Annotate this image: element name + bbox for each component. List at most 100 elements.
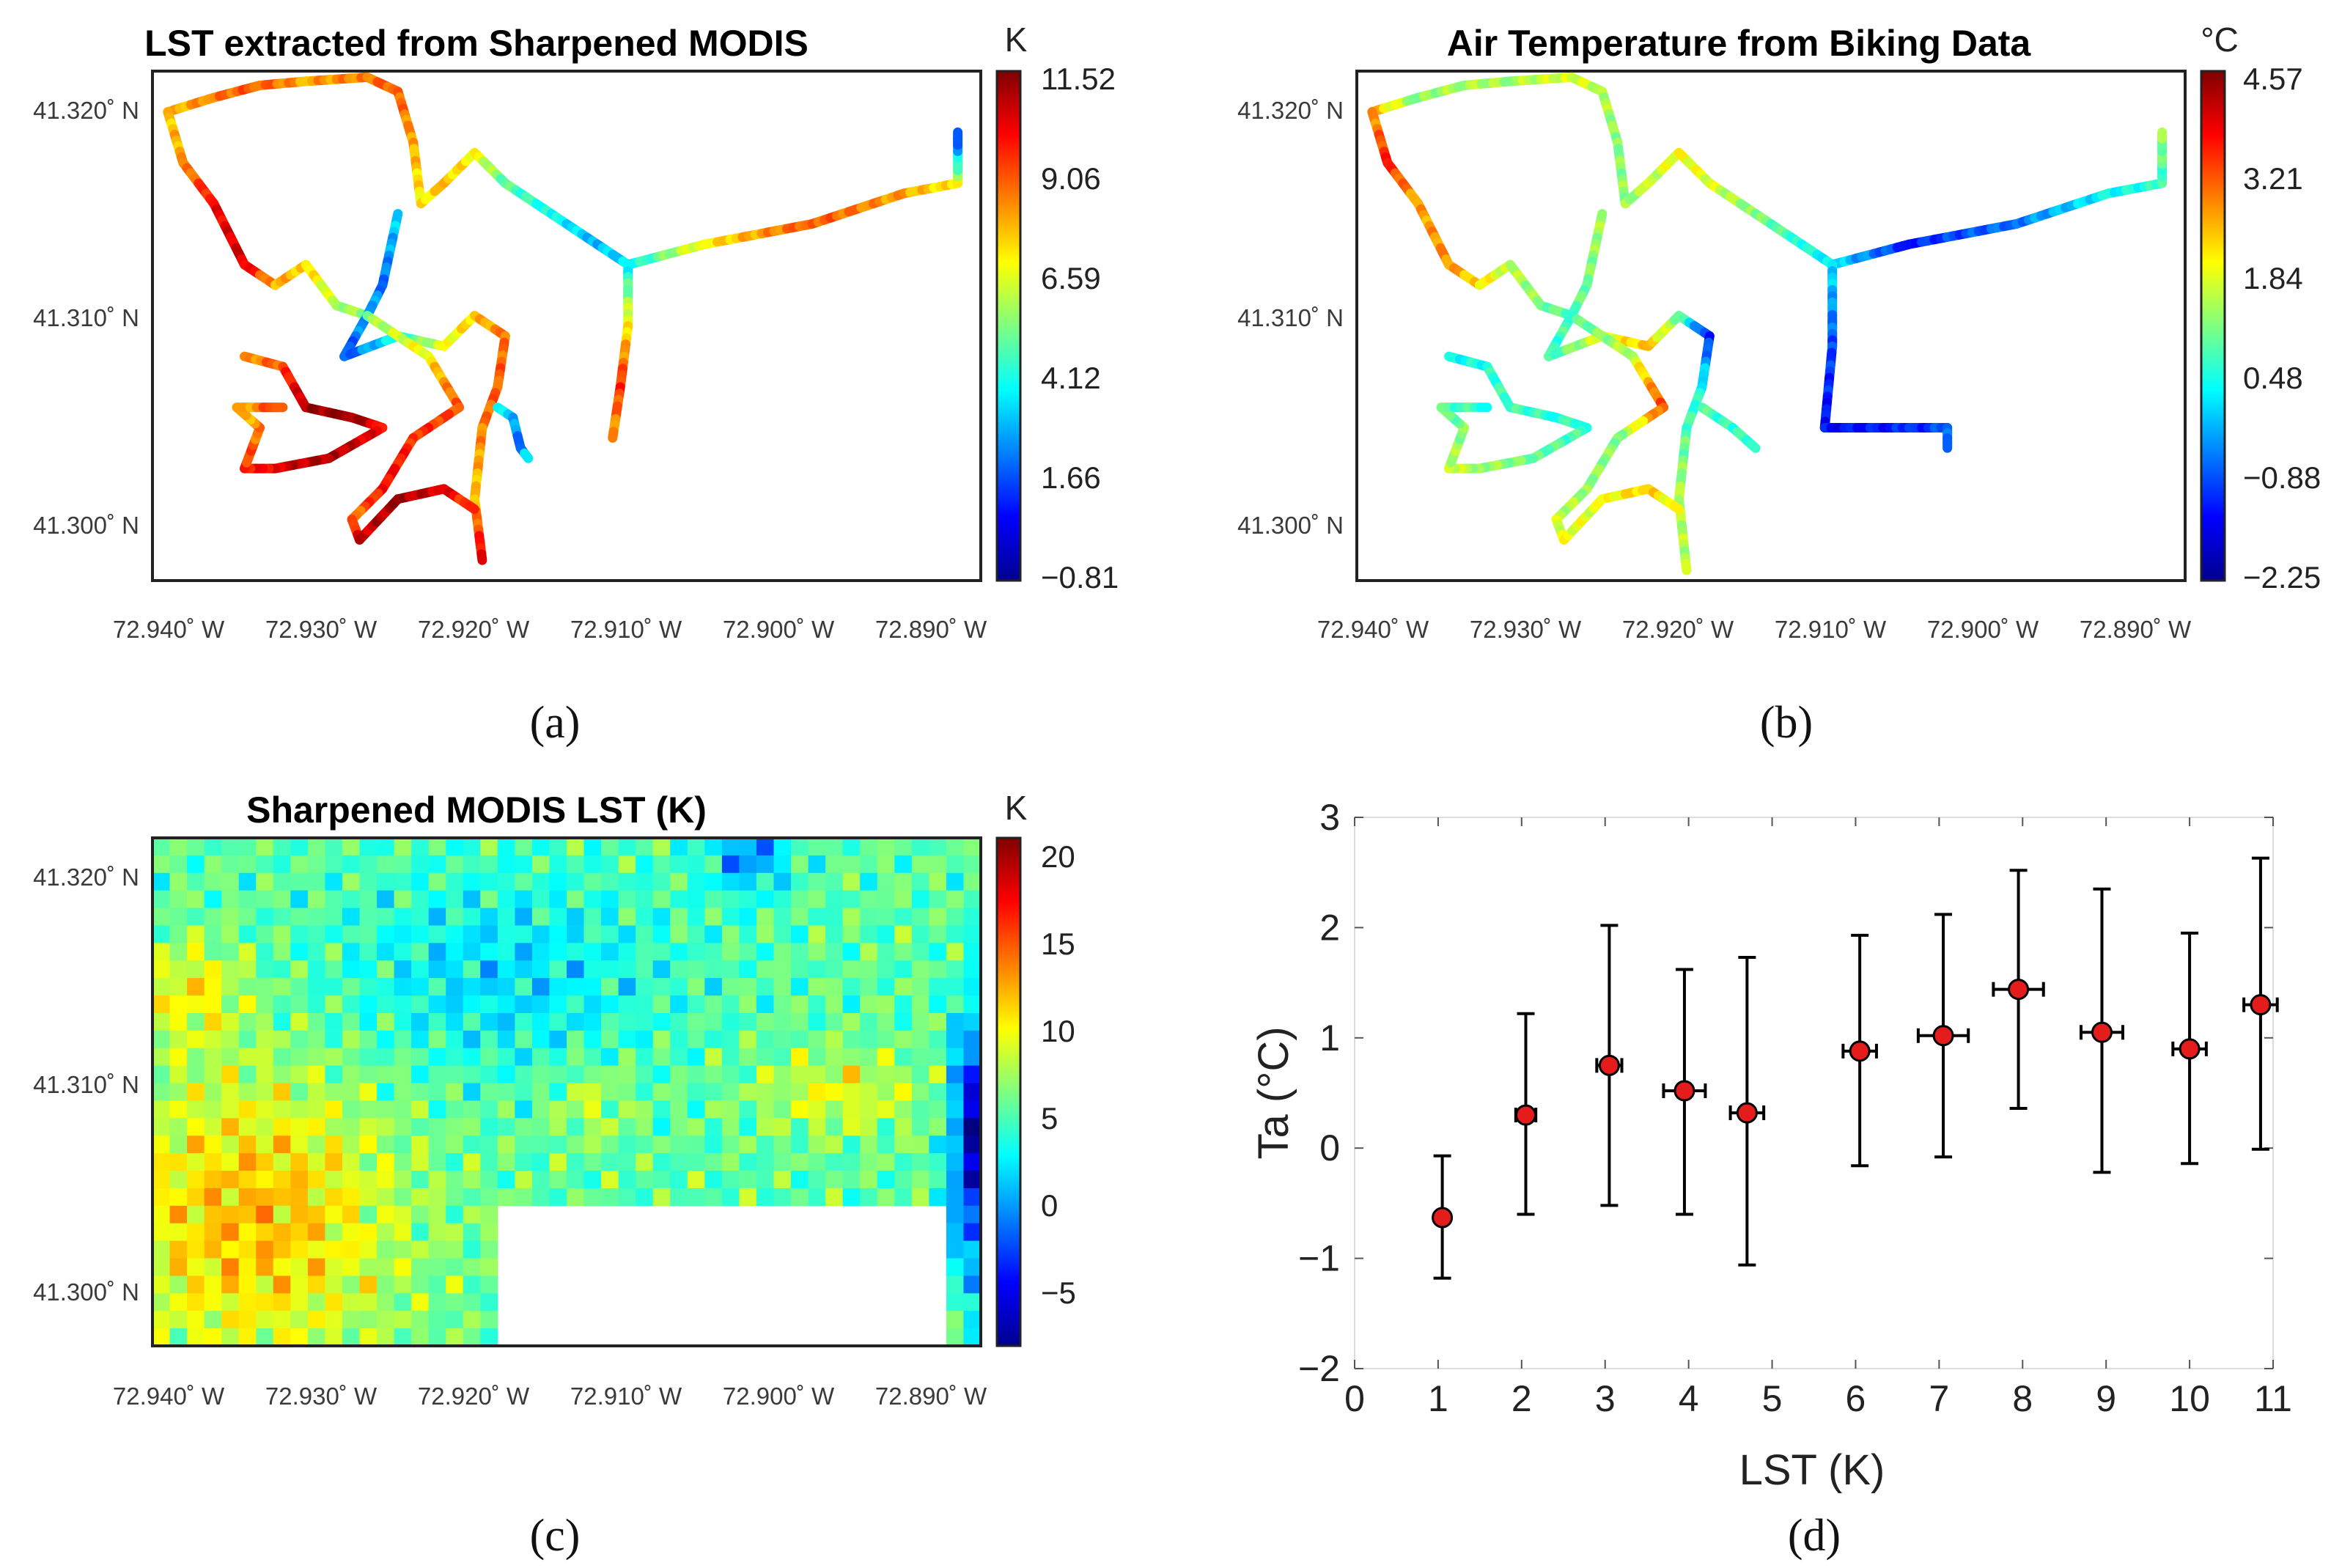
heatmap-cell [946, 1083, 964, 1102]
heatmap-cell [619, 891, 636, 909]
heatmap-cell [894, 960, 912, 979]
heatmap-cell [688, 1100, 705, 1119]
heatmap-cell [791, 908, 809, 927]
heatmap-cell [429, 1048, 446, 1067]
y-tick: 41.300˚ N [33, 1278, 139, 1306]
heatmap-cell [170, 978, 188, 996]
heatmap-cell [256, 1206, 273, 1224]
heatmap-cell [946, 1259, 964, 1277]
heatmap-cell [549, 1031, 567, 1049]
heatmap-cell [394, 1206, 412, 1224]
heatmap-cell [290, 1083, 308, 1102]
heatmap-cell [170, 995, 188, 1014]
heatmap-cell [463, 1206, 481, 1224]
heatmap-cell [239, 1031, 257, 1049]
x-tick: 72.930˚ W [265, 1383, 378, 1410]
heatmap-cell [480, 978, 498, 996]
heatmap-cell [963, 1031, 981, 1049]
heatmap-cell [549, 978, 567, 996]
heatmap-cell [929, 838, 946, 856]
colorbar-tick: −0.81 [1041, 560, 1119, 595]
heatmap-cell [498, 943, 515, 961]
heatmap-cell [308, 1328, 325, 1347]
heatmap-cell [256, 855, 273, 874]
heatmap-cell [963, 1066, 981, 1084]
heatmap-cell [688, 995, 705, 1014]
heatmap-cell [809, 1171, 826, 1189]
heatmap-cell [187, 978, 205, 996]
heatmap-cell [325, 1031, 342, 1049]
heatmap-cell [756, 908, 774, 927]
heatmap-cell [584, 838, 602, 856]
heatmap-cell [791, 1171, 809, 1189]
heatmap-cell [480, 1100, 498, 1119]
heatmap-cell [877, 1188, 895, 1207]
heatmap-cell [394, 1066, 412, 1084]
heatmap-cell [170, 960, 188, 979]
heatmap-cell [152, 978, 170, 996]
heatmap-cell [411, 873, 429, 891]
heatmap-cell [256, 943, 273, 961]
heatmap-cell [549, 838, 567, 856]
heatmap-cell [825, 925, 843, 943]
heatmap-cell [946, 1241, 964, 1259]
heatmap-cell [894, 1118, 912, 1136]
heatmap-cell [756, 978, 774, 996]
heatmap-cell [221, 925, 239, 943]
heatmap-cell [619, 995, 636, 1014]
heatmap-cell [619, 925, 636, 943]
heatmap-cell [325, 1276, 342, 1294]
heatmap-cell [152, 1153, 170, 1171]
heatmap-cell [256, 1188, 273, 1207]
heatmap-cell [670, 1188, 688, 1207]
heatmap-cell [912, 891, 929, 909]
heatmap-cell [963, 838, 981, 856]
heatmap-cell [308, 838, 325, 856]
heatmap-cell [825, 1118, 843, 1136]
heatmap-cell [774, 1153, 792, 1171]
heatmap-cell [843, 1118, 861, 1136]
heatmap-cell [912, 1100, 929, 1119]
heatmap-cell [429, 1153, 446, 1171]
heatmap-cell [290, 1048, 308, 1067]
heatmap-cell [480, 1188, 498, 1207]
heatmap-cell [704, 1188, 722, 1207]
heatmap-cell [946, 1031, 964, 1049]
heatmap-cell [963, 908, 981, 927]
heatmap-cell [739, 891, 756, 909]
heatmap-cell [584, 1153, 602, 1171]
heatmap-cell [290, 925, 308, 943]
heatmap-cell [411, 1293, 429, 1311]
heatmap-cell [532, 943, 550, 961]
heatmap-cell [463, 1153, 481, 1171]
heatmap-cell [411, 1118, 429, 1136]
heatmap-cell [636, 838, 653, 856]
heatmap-cell [619, 1135, 636, 1154]
heatmap-cell [739, 960, 756, 979]
heatmap-cell [739, 1013, 756, 1031]
heatmap-cell [688, 891, 705, 909]
heatmap-cell [290, 1118, 308, 1136]
heatmap-cell [963, 1048, 981, 1067]
heatmap-cell [739, 1135, 756, 1154]
heatmap-cell [152, 1100, 170, 1119]
panel-d-x-axis-label: LST (K) [1739, 1446, 1885, 1494]
heatmap-cell [480, 1171, 498, 1189]
heatmap-cell [429, 943, 446, 961]
heatmap-cell [929, 1118, 946, 1136]
heatmap-cell [342, 1048, 360, 1067]
heatmap-cell [394, 1153, 412, 1171]
heatmap-cell [515, 855, 532, 874]
heatmap-cell [170, 1293, 188, 1311]
heatmap-cell [360, 838, 378, 856]
heatmap-cell [377, 1118, 394, 1136]
heatmap-cell [877, 995, 895, 1014]
heatmap-cell [963, 1135, 981, 1154]
heatmap-cell [894, 925, 912, 943]
heatmap-cell [446, 978, 463, 996]
heatmap-cell [688, 1013, 705, 1031]
heatmap-cell [722, 995, 740, 1014]
heatmap-cell [480, 1118, 498, 1136]
heatmap-cell [342, 1276, 360, 1294]
heatmap-cell [567, 838, 584, 856]
